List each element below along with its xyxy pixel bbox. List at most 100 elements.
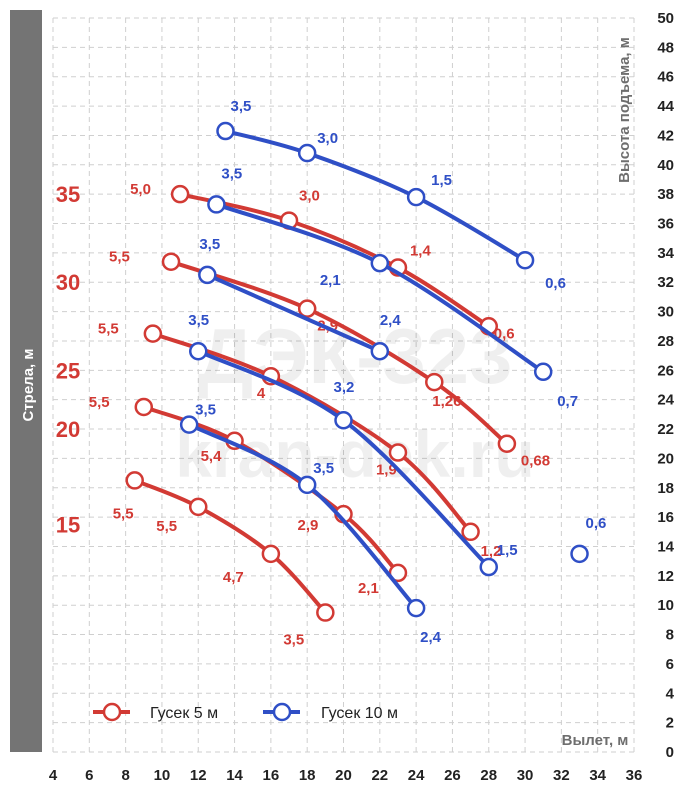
boom-length-label: 25: [56, 358, 80, 383]
data-point: [297, 475, 317, 495]
data-label: 1,5: [497, 542, 518, 559]
boom-length-label: 20: [56, 417, 80, 442]
series-line: [169, 259, 509, 446]
data-label: 3,0: [299, 188, 320, 205]
data-point: [198, 265, 217, 285]
data-point: [179, 415, 199, 434]
data-point: [425, 372, 444, 392]
legend-item-gusek-10: Гусек 10 м: [321, 705, 398, 722]
data-label: 4: [257, 385, 266, 402]
data-label: 3,0: [317, 130, 338, 147]
data-label: 2,4: [380, 312, 402, 329]
y-tick-label: 38: [657, 186, 674, 203]
y-tick-label: 12: [657, 568, 674, 585]
data-label: 3,5: [195, 402, 216, 419]
data-point: [316, 603, 335, 622]
data-point: [388, 443, 408, 462]
data-label: 1,4: [410, 243, 432, 260]
y-tick-label: 34: [657, 245, 674, 262]
data-point: [370, 341, 390, 361]
x-axis-ticks: 4 6 8 10 12 14 16 18 20 22 24 26 28 30 32 34 36: [49, 767, 643, 784]
series-line: [205, 272, 382, 354]
x-tick-label: 30: [517, 767, 534, 784]
y-tick-label: 16: [657, 509, 674, 526]
series-line: [178, 192, 491, 329]
y-tick-label: 30: [657, 304, 674, 321]
legend-blue-marker: [272, 702, 292, 722]
x-tick-label: 24: [408, 767, 425, 784]
y-axis-title: Высота подъема, м: [616, 37, 633, 183]
data-point: [143, 324, 163, 343]
data-label: 5,0: [130, 181, 151, 198]
x-tick-label: 20: [335, 767, 352, 784]
y-tick-label: 42: [657, 127, 674, 144]
data-point: [461, 522, 480, 542]
data-label: 2,1: [320, 272, 341, 289]
data-label: 3,5: [221, 165, 242, 182]
legend-item-gusek-5: Гусек 5 м: [150, 705, 218, 722]
x-axis-title: Вылет, м: [562, 732, 629, 749]
data-label: 0,6: [545, 275, 566, 292]
x-tick-label: 32: [553, 767, 570, 784]
legend: Гусек 5 м Гусек 10 м: [93, 702, 398, 722]
data-label: 3,5: [283, 632, 304, 649]
data-point: [216, 121, 235, 141]
data-label: 5,5: [98, 321, 119, 338]
data-point: [161, 252, 181, 271]
x-tick-label: 6: [85, 767, 93, 784]
y-tick-label: 46: [657, 69, 674, 86]
data-point: [170, 184, 190, 204]
y-tick-label: 20: [657, 450, 674, 467]
data-point: [207, 195, 226, 214]
boom-length-label: 30: [56, 270, 80, 295]
data-point: [297, 299, 317, 318]
x-tick-label: 4: [49, 767, 58, 784]
data-label: 0,7: [557, 393, 578, 410]
watermark: ДЭК-323 kran-dek.ru: [175, 312, 534, 491]
data-label: 3,5: [188, 312, 209, 329]
data-point: [189, 341, 208, 361]
data-label: 1,26: [432, 393, 461, 410]
data-label: 1,5: [431, 172, 452, 189]
x-tick-label: 10: [154, 767, 171, 784]
data-point: [406, 598, 426, 618]
data-point: [297, 143, 317, 163]
data-point: [570, 544, 589, 564]
x-tick-label: 14: [226, 767, 243, 784]
y-tick-label: 8: [666, 627, 674, 644]
series-line: [223, 129, 528, 263]
y-tick-label: 26: [657, 362, 674, 379]
data-point: [261, 544, 281, 564]
y-tick-label: 18: [657, 480, 674, 497]
y-tick-label: 48: [657, 39, 674, 56]
y-tick-label: 40: [657, 157, 674, 174]
data-label: 3,5: [313, 460, 334, 477]
y-axis-ticks: 0246810121416182022242628303234363840424…: [657, 10, 674, 761]
y-tick-label: 32: [657, 274, 674, 291]
data-point: [533, 362, 553, 382]
series-layer: 5,0 3,01,40,65,52,91,260,685,541,91,25,55…: [89, 98, 607, 649]
data-label: 3,5: [230, 98, 251, 115]
x-tick-label: 8: [121, 767, 129, 784]
data-label: 1,2: [481, 543, 502, 560]
data-label: 0,68: [521, 453, 550, 470]
data-label: 3,5: [199, 236, 220, 253]
data-point: [497, 434, 517, 453]
data-label: 4,7: [223, 569, 244, 586]
y-tick-label: 24: [657, 392, 674, 409]
y-tick-label: 50: [657, 10, 674, 27]
legend-red-marker: [102, 702, 122, 722]
y-tick-label: 2: [666, 715, 674, 732]
data-label: 2,4: [420, 629, 442, 646]
data-label: 3,2: [334, 379, 355, 396]
data-point: [479, 557, 498, 577]
x-tick-label: 26: [444, 767, 461, 784]
boom-length-labels: 35 30 25 20 15: [56, 182, 80, 537]
data-label: 2,1: [358, 580, 379, 597]
y-tick-label: 14: [657, 538, 674, 555]
data-label: 2,9: [298, 517, 319, 534]
y-tick-label: 28: [657, 333, 674, 350]
x-tick-label: 12: [190, 767, 207, 784]
data-label: 5,5: [156, 518, 177, 535]
